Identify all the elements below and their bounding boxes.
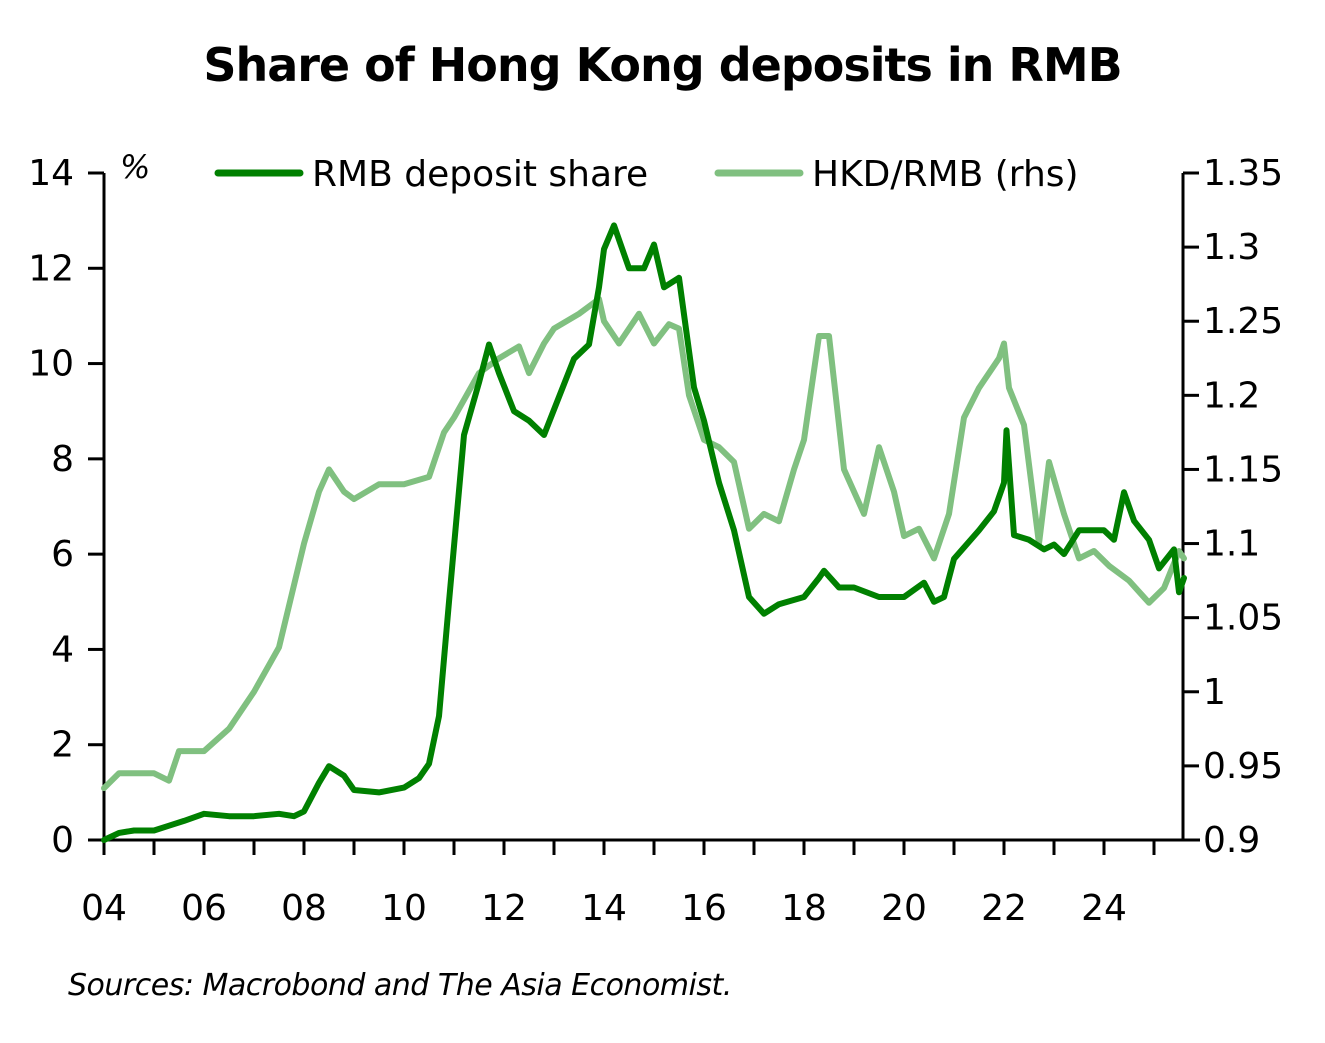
source-note: Sources: Macrobond and The Asia Economis…	[68, 968, 732, 1003]
left-y-tick-label: 12	[28, 248, 74, 289]
x-tick-label: 18	[781, 888, 827, 929]
left-y-tick-label: 10	[28, 344, 74, 385]
axes: 024681012140.90.9511.051.11.151.21.251.3…	[28, 153, 1283, 929]
right-y-tick-label: 1.1	[1203, 524, 1260, 565]
left-y-tick-label: 4	[51, 629, 74, 670]
x-tick-label: 20	[881, 888, 927, 929]
hkd-rmb-line	[101, 296, 1187, 792]
left-y-tick-label: 8	[51, 439, 74, 480]
x-tick-label: 06	[181, 888, 227, 929]
chart-title: Share of Hong Kong deposits in RMB	[203, 38, 1122, 92]
right-y-tick-label: 1.2	[1203, 375, 1260, 416]
left-y-tick-label: 6	[51, 534, 74, 575]
x-tick-label: 16	[681, 888, 727, 929]
data-series	[101, 222, 1187, 843]
right-y-tick-label: 1.35	[1203, 153, 1283, 194]
x-tick-label: 10	[381, 888, 427, 929]
right-y-tick-label: 1.15	[1203, 449, 1283, 490]
left-y-tick-label: 2	[51, 725, 74, 766]
right-y-tick-label: 1.25	[1203, 301, 1283, 342]
x-tick-label: 08	[281, 888, 327, 929]
rmb-deposit-share-line	[101, 222, 1187, 843]
right-y-tick-label: 1	[1203, 672, 1226, 713]
right-y-tick-label: 1.3	[1203, 227, 1260, 268]
x-tick-label: 24	[1081, 888, 1127, 929]
left-axis-unit: %	[120, 148, 150, 186]
legend-label-rmb-deposit-share: RMB deposit share	[312, 154, 648, 195]
left-y-tick-label: 0	[51, 820, 74, 861]
right-y-tick-label: 1.05	[1203, 598, 1283, 639]
right-y-tick-label: 0.9	[1203, 820, 1260, 861]
right-y-tick-label: 0.95	[1203, 746, 1283, 787]
x-tick-label: 14	[581, 888, 627, 929]
legend-label-hkd-rmb: HKD/RMB (rhs)	[812, 154, 1079, 195]
x-tick-label: 22	[981, 888, 1027, 929]
x-tick-label: 12	[481, 888, 527, 929]
legend: RMB deposit share HKD/RMB (rhs)	[214, 154, 1079, 195]
left-y-tick-label: 14	[28, 153, 74, 194]
x-tick-label: 04	[81, 888, 127, 929]
